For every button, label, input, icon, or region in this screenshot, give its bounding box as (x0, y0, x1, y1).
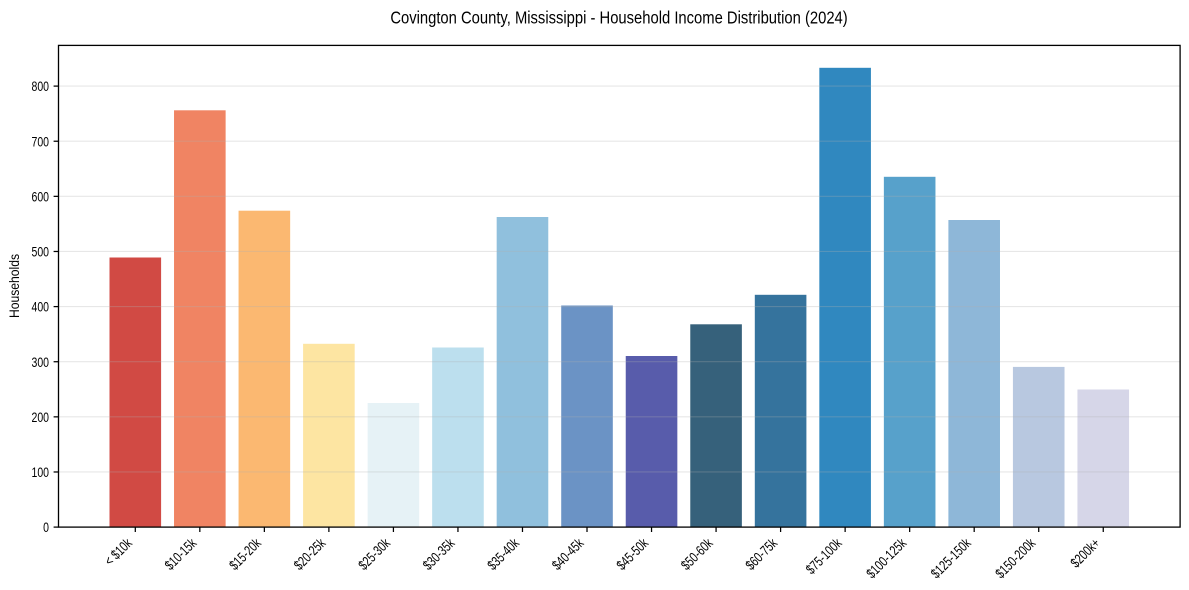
svg-text:500: 500 (31, 244, 49, 260)
svg-text:800: 800 (31, 79, 49, 95)
svg-text:600: 600 (31, 189, 49, 205)
svg-text:700: 700 (31, 134, 49, 150)
svg-text:400: 400 (31, 299, 49, 315)
svg-text:300: 300 (31, 354, 49, 370)
svg-text:Households: Households (6, 254, 22, 318)
svg-text:Covington County, Mississippi: Covington County, Mississippi - Househol… (390, 8, 847, 27)
svg-text:100: 100 (31, 465, 49, 481)
svg-text:200: 200 (31, 409, 49, 425)
svg-text:0: 0 (43, 520, 49, 536)
